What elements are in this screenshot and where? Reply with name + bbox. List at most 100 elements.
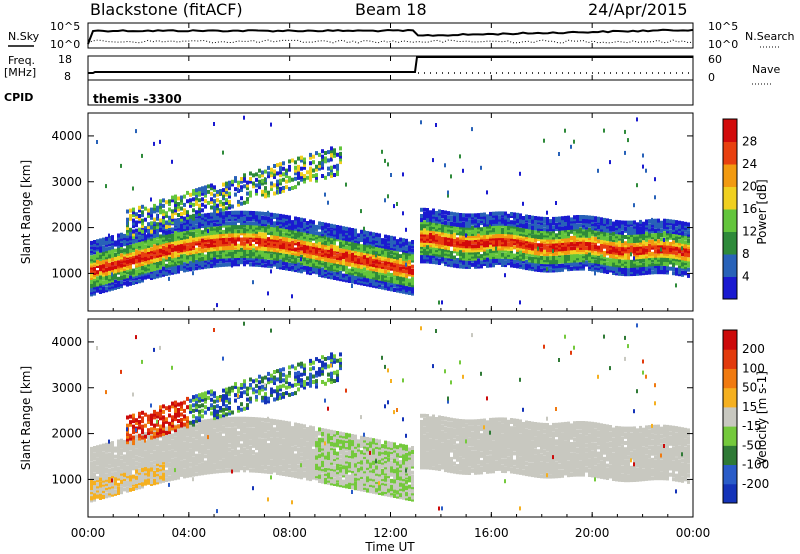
echo-cell bbox=[258, 252, 261, 257]
echo-cell bbox=[192, 202, 195, 207]
echo-cell bbox=[321, 157, 324, 162]
echo-cell bbox=[663, 227, 666, 231]
echo-cell bbox=[258, 246, 261, 251]
echo-cell bbox=[561, 220, 564, 225]
echo-cell bbox=[639, 222, 642, 226]
echo-cell bbox=[339, 227, 342, 232]
echo-cell bbox=[195, 262, 198, 267]
echo-cell bbox=[96, 140, 98, 144]
echo-cell bbox=[285, 179, 288, 184]
echo-cell bbox=[288, 240, 291, 245]
echo-cell bbox=[393, 252, 396, 257]
echo-cell bbox=[120, 269, 123, 274]
echo-cell bbox=[564, 257, 567, 262]
echo-cell bbox=[645, 219, 648, 224]
echo-cell bbox=[144, 273, 147, 278]
echo-cell bbox=[615, 232, 618, 237]
echo-cell bbox=[324, 232, 327, 237]
echo-cell bbox=[177, 253, 180, 258]
echo-cell bbox=[192, 213, 195, 218]
echo-cell bbox=[432, 223, 435, 227]
echo-cell bbox=[345, 255, 348, 260]
echo-cell bbox=[441, 224, 444, 229]
echo-cell bbox=[654, 239, 657, 244]
echo-cell bbox=[180, 240, 183, 245]
echo-cell bbox=[339, 160, 342, 165]
echo-cell bbox=[99, 248, 102, 253]
echo-cell bbox=[135, 255, 138, 260]
echo-cell bbox=[195, 188, 198, 193]
echo-cell bbox=[285, 256, 288, 261]
echo-cell bbox=[582, 225, 585, 230]
echo-cell bbox=[255, 217, 258, 222]
echo-cell bbox=[333, 259, 336, 264]
echo-cell bbox=[480, 229, 483, 234]
echo-cell bbox=[411, 291, 414, 296]
echo-cell bbox=[267, 190, 270, 195]
echo-cell bbox=[96, 251, 99, 256]
echo-cell bbox=[498, 234, 501, 239]
echo-cell bbox=[408, 268, 411, 273]
echo-cell bbox=[369, 244, 371, 249]
echo-cell bbox=[567, 242, 570, 247]
echo-cell bbox=[612, 260, 615, 265]
echo-cell bbox=[216, 246, 219, 251]
echo-cell bbox=[210, 239, 213, 244]
echo-cell bbox=[567, 254, 570, 259]
echo-cell bbox=[261, 246, 264, 251]
echo-cell bbox=[219, 202, 222, 207]
echo-cell bbox=[216, 249, 219, 253]
echo-cell bbox=[651, 253, 654, 258]
echo-cell bbox=[186, 230, 189, 235]
echo-cell bbox=[297, 262, 300, 267]
echo-cell bbox=[399, 287, 402, 292]
echo-cell bbox=[612, 236, 615, 240]
echo-cell bbox=[402, 289, 405, 294]
echo-cell bbox=[546, 219, 549, 224]
echo-cell bbox=[171, 256, 174, 261]
echo-cell bbox=[399, 239, 402, 244]
echo-cell bbox=[435, 233, 438, 238]
echo-cell bbox=[522, 216, 525, 220]
echo-cell bbox=[480, 245, 483, 250]
echo-cell bbox=[543, 268, 546, 273]
echo-cell bbox=[93, 258, 96, 263]
echo-cell bbox=[648, 262, 651, 267]
echo-cell bbox=[315, 151, 318, 156]
echo-cell bbox=[390, 285, 393, 290]
echo-cell bbox=[261, 228, 264, 233]
echo-cell bbox=[144, 261, 147, 266]
echo-cell bbox=[342, 277, 345, 282]
echo-cell bbox=[459, 217, 462, 222]
echo-cell bbox=[501, 240, 504, 245]
echo-cell bbox=[231, 210, 234, 215]
echo-cell bbox=[615, 259, 618, 264]
echo-cell bbox=[219, 238, 222, 243]
echo-cell bbox=[297, 252, 300, 257]
echo-cell bbox=[495, 256, 498, 261]
echo-cell bbox=[360, 236, 363, 240]
echo-cell bbox=[609, 235, 612, 240]
echo-cell bbox=[462, 252, 465, 257]
echo-cell bbox=[381, 240, 384, 245]
echo-cell bbox=[579, 243, 582, 248]
echo-cell bbox=[435, 223, 438, 228]
echo-cell bbox=[225, 215, 228, 220]
echo-cell bbox=[492, 217, 495, 222]
echo-cell bbox=[303, 230, 306, 235]
echo-cell bbox=[105, 257, 108, 262]
echo-cell bbox=[129, 244, 132, 249]
echo-cell bbox=[195, 212, 198, 217]
echo-cell bbox=[645, 268, 648, 273]
echo-cell bbox=[162, 262, 165, 267]
echo-cell bbox=[444, 258, 447, 262]
echo-cell bbox=[321, 228, 324, 233]
echo-cell bbox=[150, 210, 153, 215]
echo-cell bbox=[516, 250, 519, 254]
echo-cell bbox=[429, 235, 432, 239]
echo-cell bbox=[189, 221, 192, 226]
echo-cell bbox=[501, 219, 504, 224]
echo-cell bbox=[141, 245, 144, 250]
echo-cell bbox=[303, 253, 306, 258]
echo-cell bbox=[645, 248, 648, 253]
